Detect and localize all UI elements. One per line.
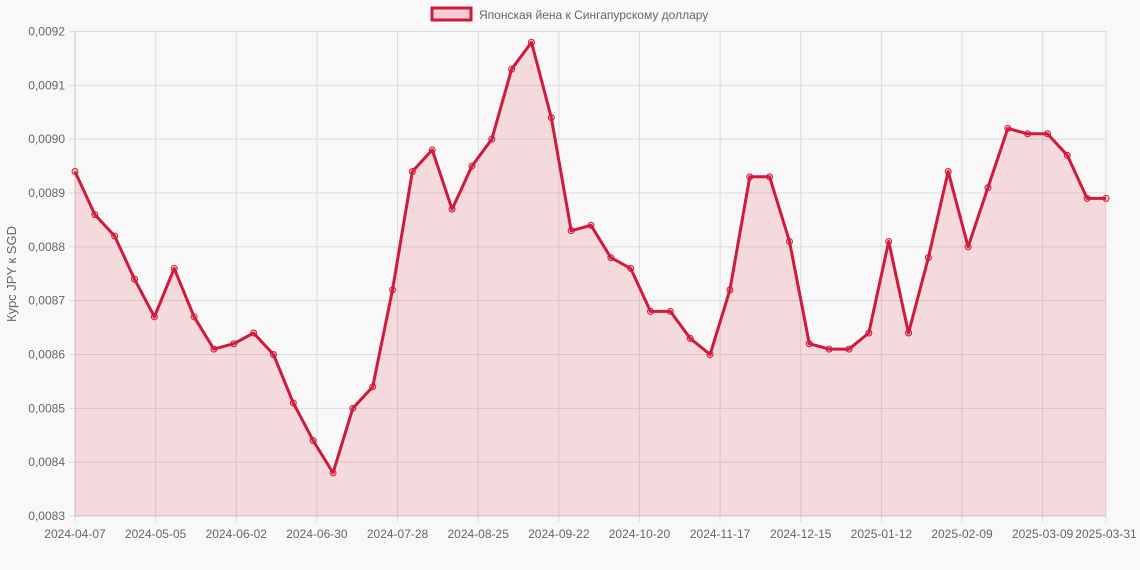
y-tick-label: 0,0087	[28, 294, 65, 308]
legend-swatch-icon[interactable]	[430, 6, 473, 22]
data-point[interactable]: 2024-07-07: 0.00838	[329, 469, 337, 477]
data-point[interactable]: 2024-09-15: 0.00918	[527, 38, 535, 46]
data-point[interactable]: 2024-04-07: 0.00894	[71, 167, 79, 175]
y-axis-ticks: 0,0092 0,0091 0,0090 0,0089 0,0088 0,0087 0,00…	[28, 25, 65, 524]
data-points: 2024-04-07: 0.00894 2024-04-14: 0.00886 20…	[71, 38, 1110, 477]
x-tick-label: 2024-06-30	[286, 527, 348, 541]
y-tick-label: 0,0092	[28, 25, 65, 39]
data-point[interactable]: 2024-11-24: 0.00872	[726, 286, 734, 294]
y-tick-label: 0,0088	[28, 240, 65, 254]
data-point[interactable]: 2024-08-11: 0.00898	[428, 146, 436, 154]
legend[interactable]: Японская йена к Сингапурскому доллару	[430, 6, 708, 22]
data-point[interactable]: 2025-02-02: 0.00878	[924, 254, 932, 262]
x-tick-label: 2024-08-25	[447, 527, 509, 541]
y-axis-title: Курс JPY к SGD	[4, 226, 19, 322]
data-point[interactable]: 2024-04-21: 0.00882	[111, 232, 119, 240]
data-point[interactable]: 2024-09-01: 0.009	[488, 135, 496, 143]
y-tick-label: 0,0090	[28, 132, 65, 146]
data-point[interactable]: 2024-05-26: 0.00861	[210, 345, 218, 353]
data-point[interactable]: 2025-03-23: 0.00897	[1063, 151, 1071, 159]
data-point[interactable]: 2024-10-27: 0.00868	[647, 307, 655, 315]
data-point[interactable]: 2025-03-30: 0.00889	[1083, 194, 1091, 202]
data-point[interactable]: 2024-05-05: 0.00867	[150, 313, 158, 321]
data-point[interactable]: 2024-10-13: 0.00878	[607, 254, 615, 262]
data-point[interactable]: 2024-12-08: 0.00893	[766, 173, 774, 181]
x-tick-label: 2024-05-05	[125, 527, 187, 541]
data-point[interactable]: 2025-01-12: 0.00864	[865, 329, 873, 337]
legend-label[interactable]: Японская йена к Сингапурскому доллару	[479, 8, 708, 22]
x-tick-label: 2025-02-09	[931, 527, 993, 541]
data-point[interactable]: 2025-01-05: 0.00861	[845, 345, 853, 353]
area-fill	[75, 42, 1106, 517]
x-tick-label: 2025-03-09	[1012, 527, 1074, 541]
data-point[interactable]: 2024-04-14: 0.00886	[91, 211, 99, 219]
data-point[interactable]: 2024-09-29: 0.00883	[567, 227, 575, 235]
data-point[interactable]: 2024-04-28: 0.00874	[131, 275, 139, 283]
y-tick-label: 0,0089	[28, 186, 65, 200]
line-path	[73, 40, 1106, 475]
data-point[interactable]: 2024-11-03: 0.00868	[666, 307, 674, 315]
data-point[interactable]: 2024-07-21: 0.00854	[369, 383, 377, 391]
data-point[interactable]: 2024-06-16: 0.0086	[269, 351, 277, 358]
data-point[interactable]: 2024-12-22: 0.00862	[805, 340, 813, 348]
data-point[interactable]: 2025-02-23: 0.00891	[984, 184, 992, 192]
data-point[interactable]: 2025-01-19: 0.00881	[885, 237, 893, 245]
data-point[interactable]: 2025-03-31: 0.00889	[1102, 194, 1110, 202]
data-point[interactable]: 2024-11-10: 0.00863	[686, 334, 694, 342]
data-point[interactable]: 2024-12-01: 0.00893	[746, 173, 754, 181]
x-tick-label: 2025-01-12	[851, 527, 913, 541]
data-point[interactable]: 2024-05-12: 0.00876	[170, 264, 178, 272]
data-point[interactable]: 2024-07-28: 0.00872	[389, 286, 397, 294]
data-point[interactable]: 2024-06-23: 0.00851	[289, 399, 297, 407]
y-tick-label: 0,0083	[28, 509, 65, 523]
area-path	[75, 42, 1106, 517]
y-tick-label: 0,0085	[28, 401, 65, 415]
data-point[interactable]: 2024-06-09: 0.00864	[250, 329, 258, 337]
data-point[interactable]: 2024-09-22: 0.00904	[547, 114, 555, 122]
x-tick-label: 2024-12-15	[770, 527, 832, 541]
y-tick-label: 0,0091	[28, 78, 65, 92]
data-point[interactable]: 2024-12-29: 0.00861	[825, 345, 833, 353]
data-point[interactable]: 2024-06-30: 0.00844	[309, 437, 317, 445]
data-point[interactable]: 2025-03-02: 0.00902	[1004, 124, 1012, 132]
data-point[interactable]: 2024-08-04: 0.00894	[408, 167, 416, 175]
data-point[interactable]: 2024-10-20: 0.00876	[627, 264, 635, 272]
data-point[interactable]: 2025-02-09: 0.00894	[944, 167, 952, 175]
x-tick-label: 2024-09-22	[528, 527, 590, 541]
data-point[interactable]: 2025-01-26: 0.00864	[905, 329, 913, 337]
data-point[interactable]: 2024-09-08: 0.00913	[508, 65, 516, 73]
y-tick-label: 0,0086	[28, 348, 65, 362]
y-tick-label: 0,0084	[28, 455, 65, 469]
data-point[interactable]: 2024-11-17: 0.0086	[706, 351, 714, 358]
data-point[interactable]: 2024-12-15: 0.00881	[785, 237, 793, 245]
x-axis-ticks: 2024-04-07 2024-05-05 2024-06-02 2024-06-30…	[44, 527, 1137, 541]
x-tick-label: 2024-11-17	[690, 527, 751, 541]
data-point[interactable]: 2025-03-09: 0.00901	[1024, 130, 1032, 138]
data-point[interactable]: 2024-07-14: 0.0085	[349, 404, 357, 412]
data-point[interactable]: 2025-02-16: 0.0088	[964, 243, 972, 251]
grid-lines	[69, 31, 1107, 522]
x-tick-label: 2024-06-02	[206, 527, 268, 541]
x-tick-label: 2024-04-07	[44, 527, 106, 541]
data-line	[73, 40, 1106, 475]
x-tick-label: 2024-07-28	[367, 527, 429, 541]
data-point[interactable]: 2024-05-19: 0.00867	[190, 313, 198, 321]
data-point[interactable]: 2025-03-16: 0.00901	[1043, 130, 1051, 138]
data-point[interactable]: 2024-06-02: 0.00862	[230, 340, 238, 348]
data-point[interactable]: 2024-08-25: 0.00895	[468, 162, 476, 170]
x-tick-label: 2025-03-31	[1075, 527, 1137, 541]
data-point[interactable]: 2024-08-18: 0.00887	[448, 205, 456, 213]
data-point[interactable]: 2024-10-06: 0.00884	[587, 221, 595, 229]
x-tick-label: 2024-10-20	[609, 527, 671, 541]
